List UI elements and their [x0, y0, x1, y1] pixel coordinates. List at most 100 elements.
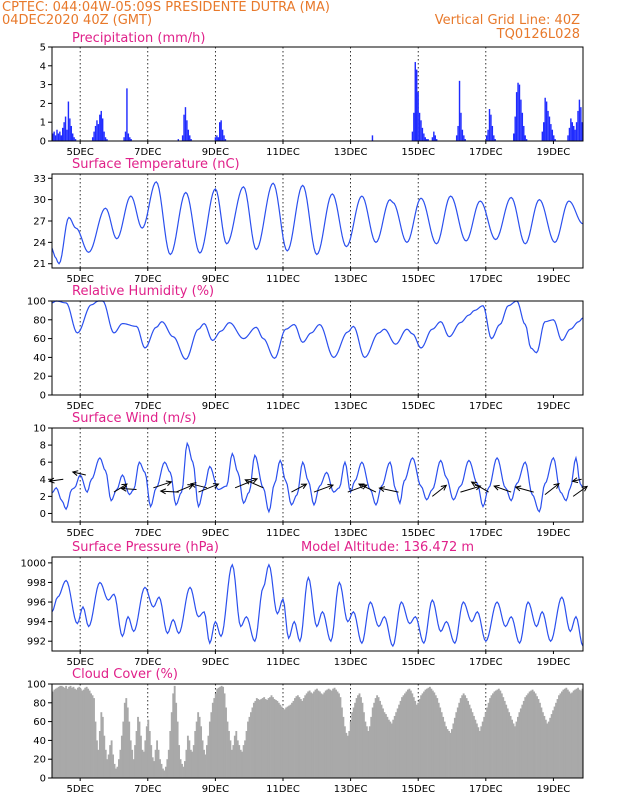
- data-bar: [112, 754, 115, 778]
- data-bar: [373, 702, 376, 778]
- data-bar: [286, 706, 289, 778]
- x-tick-label: 11DEC: [266, 147, 300, 158]
- data-bar: [357, 695, 359, 778]
- data-bar: [424, 689, 427, 778]
- wind-vector-arrow: [198, 483, 220, 493]
- data-bar: [82, 689, 85, 778]
- pressure-plot: 5DEC 7DEC 9DEC 11DEC 13DEC 15DEC 17DEC 19DEC 992…: [21, 556, 584, 668]
- data-bar: [578, 99, 581, 141]
- wind-vector-arrow: [175, 484, 194, 493]
- wind-vector-shaft: [572, 478, 582, 482]
- wind-vector-head: [470, 481, 478, 488]
- data-bar: [371, 135, 374, 141]
- data-bar: [541, 712, 544, 778]
- data-bar: [248, 716, 251, 778]
- data-bar: [74, 139, 77, 141]
- data-bar: [214, 693, 217, 778]
- data-bar: [178, 745, 181, 778]
- data-bar: [236, 740, 239, 778]
- data-bar: [97, 749, 100, 778]
- y-tick-label: 80: [33, 698, 46, 709]
- data-bar: [508, 712, 511, 778]
- x-tick-label: 11DEC: [266, 274, 300, 285]
- precipitation-plot: 5DEC 7DEC 9DEC 11DEC 13DEC 15DEC 17DEC 19DEC 0 1 2…: [40, 43, 584, 158]
- data-bar: [220, 120, 222, 141]
- data-bar: [548, 116, 551, 141]
- data-bar: [72, 686, 75, 778]
- data-bar: [101, 716, 104, 778]
- data-bar: [530, 690, 533, 778]
- data-bar: [60, 685, 63, 778]
- data-bar: [499, 690, 502, 778]
- data-bar: [494, 690, 497, 778]
- wind-title: Surface Wind (m/s): [72, 411, 196, 426]
- panel-frame: [51, 427, 584, 523]
- data-bar: [113, 763, 116, 778]
- wind-plot: 5DEC 7DEC 9DEC 11DEC 13DEC 15DEC 17DEC 19DEC 0 2 4…: [33, 424, 589, 539]
- y-tick-label: 6: [40, 458, 46, 469]
- data-bar: [251, 707, 254, 778]
- data-bar: [573, 125, 575, 141]
- panel-frame: [51, 46, 584, 142]
- data-bar: [458, 702, 461, 778]
- data-bar: [523, 125, 525, 141]
- data-bar: [371, 707, 374, 778]
- pressure-title: Surface Pressure (hPa): [72, 540, 219, 555]
- y-tick-label: 994: [27, 617, 46, 628]
- data-bar: [434, 695, 437, 778]
- data-bar: [570, 118, 572, 141]
- data-bar: [571, 122, 574, 141]
- data-bar: [437, 702, 440, 778]
- data-bar: [581, 122, 583, 141]
- data-bar: [556, 699, 559, 778]
- data-bar: [533, 691, 535, 778]
- data-bar: [93, 698, 95, 778]
- x-tick-label: 15DEC: [401, 401, 435, 412]
- data-bar: [439, 707, 442, 778]
- wind-vector-head: [251, 477, 259, 484]
- y-tick-label: 21: [33, 259, 46, 270]
- data-bar: [96, 120, 98, 141]
- wind-vector-head: [189, 482, 197, 488]
- y-tick-label: 40: [33, 736, 46, 747]
- y-tick-label: 992: [27, 637, 46, 648]
- data-bar: [471, 712, 474, 778]
- data-bar: [435, 139, 438, 141]
- data-bar: [520, 99, 522, 141]
- data-bar: [411, 131, 414, 141]
- data-bar: [128, 721, 131, 778]
- data-bar: [420, 120, 422, 141]
- data-bar: [354, 702, 357, 778]
- data-bar: [131, 749, 134, 778]
- data-bar: [292, 700, 295, 778]
- data-bar: [254, 700, 257, 778]
- humidity-panel: Relative Humidity (%) 5DEC 7DEC 9DEC 11DEC 1…: [27, 284, 584, 412]
- data-bar: [144, 740, 147, 778]
- data-bar: [257, 699, 260, 778]
- data-bar: [484, 712, 487, 778]
- data-bar: [349, 721, 352, 778]
- data-bar: [547, 721, 550, 778]
- data-bar: [280, 706, 283, 778]
- wind-vector-shaft: [160, 490, 179, 493]
- data-bar: [575, 688, 578, 778]
- data-bar: [264, 699, 267, 778]
- data-bar: [91, 137, 94, 141]
- data-bar: [329, 689, 332, 778]
- wind-vector-shaft: [234, 478, 258, 489]
- data-bar: [177, 139, 180, 141]
- y-tick-label: 8: [40, 441, 46, 452]
- data-bar: [427, 139, 429, 141]
- data-bar: [511, 719, 513, 778]
- data-bar: [195, 721, 198, 778]
- data-bar: [488, 109, 491, 141]
- data-bar: [296, 695, 299, 778]
- wind-vector-shaft: [572, 485, 588, 497]
- data-bar: [78, 686, 81, 778]
- data-bar: [517, 82, 519, 141]
- data-bar: [184, 107, 187, 141]
- data-bar: [116, 766, 119, 778]
- data-bar: [396, 708, 399, 778]
- data-bar: [358, 693, 361, 778]
- data-bar: [147, 719, 150, 778]
